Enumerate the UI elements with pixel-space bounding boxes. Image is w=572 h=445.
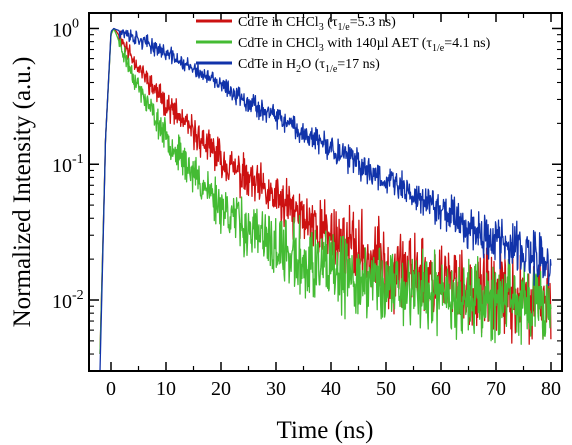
x-tick-label: 20 — [211, 378, 231, 400]
x-axis-label: Time (ns) — [276, 417, 373, 444]
legend-label-aet: CdTe in CHCl3 with 140µl AET (τ1/e=4.1 n… — [238, 36, 491, 54]
y-axis: 100 10-1 10-2 — [52, 16, 562, 372]
legend-label-h2o: CdTe in H2O (τ1/e=17 ns) — [238, 57, 380, 75]
plot-frame — [88, 12, 563, 372]
x-tick-label: 50 — [376, 378, 396, 400]
y-tick-label: 10-2 — [52, 288, 84, 313]
x-tick-label: 70 — [486, 378, 506, 400]
series-layer — [99, 27, 552, 371]
y-axis-label: Normalized Intensity (a.u.) — [9, 57, 36, 328]
x-tick-label: 60 — [431, 378, 451, 400]
legend: CdTe in CHCl3 (τ1/e=5.3 ns) CdTe in CHCl3… — [196, 15, 491, 75]
y-tick-label: 100 — [52, 16, 79, 41]
x-tick-label: 30 — [266, 378, 286, 400]
series-line-h2o — [99, 27, 552, 371]
x-tick-label: 40 — [321, 378, 341, 400]
series-line-aet — [99, 28, 552, 355]
x-tick-label: 0 — [106, 378, 116, 400]
y-tick-label: 10-1 — [52, 152, 84, 177]
x-axis: 0 10 20 30 40 50 60 70 80 — [106, 13, 561, 400]
x-tick-label: 10 — [156, 378, 176, 400]
x-tick-label: 80 — [541, 378, 561, 400]
legend-label-chcl3: CdTe in CHCl3 (τ1/e=5.3 ns) — [238, 15, 396, 33]
